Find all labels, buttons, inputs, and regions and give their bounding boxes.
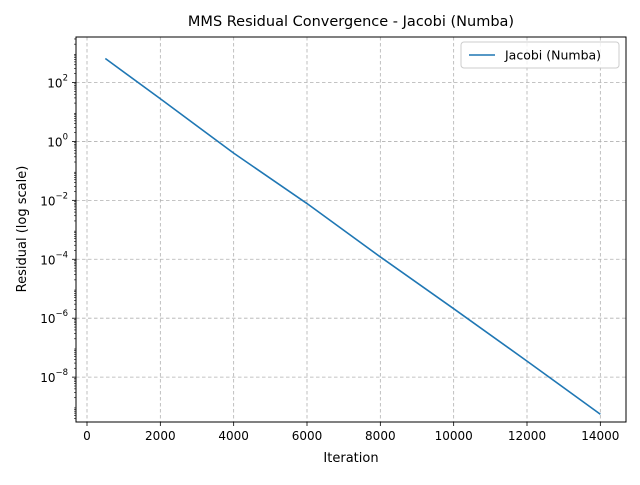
x-tick-label: 12000 xyxy=(508,429,546,443)
legend-box xyxy=(460,41,620,69)
y-tick-base: 10 xyxy=(47,135,62,149)
x-tick-label: 8000 xyxy=(365,429,396,443)
y-tick-exponent: −4 xyxy=(55,250,68,260)
y-tick-base: 10 xyxy=(47,76,62,90)
y-axis-label: Residual (log scale) xyxy=(15,166,30,293)
axes-frame xyxy=(75,36,627,423)
x-tick-label: 6000 xyxy=(292,429,323,443)
y-tick-exponent: −8 xyxy=(55,368,68,378)
x-tick-label: 10000 xyxy=(435,429,473,443)
chart-title: MMS Residual Convergence - Jacobi (Numba… xyxy=(188,14,514,30)
y-tick-label: 10−6 xyxy=(40,309,68,326)
x-tick-label: 4000 xyxy=(218,429,249,443)
x-axis-label: Iteration xyxy=(323,451,378,466)
grid-layer xyxy=(76,37,626,422)
legend: Jacobi (Numba) xyxy=(460,41,620,69)
y-tick-exponent: −2 xyxy=(55,191,68,201)
series-line-0 xyxy=(104,57,601,415)
series-layer xyxy=(104,57,601,415)
y-tick-label: 10−8 xyxy=(40,368,68,385)
y-tick-base: 10 xyxy=(40,194,55,208)
y-tick-base: 10 xyxy=(40,312,55,326)
y-tick-base: 10 xyxy=(40,253,55,267)
y-tick-exponent: −6 xyxy=(55,309,68,319)
x-tick-label: 0 xyxy=(83,429,91,443)
y-tick-label: 102 xyxy=(47,73,68,90)
tick-layer: 0 2000 4000 6000 8000 10000 12000 1400010210010… xyxy=(40,38,619,443)
y-tick-exponent: 2 xyxy=(63,73,68,83)
y-tick-label: 10−4 xyxy=(40,250,68,267)
x-tick-label: 14000 xyxy=(581,429,619,443)
y-tick-label: 10−2 xyxy=(40,191,68,208)
y-tick-base: 10 xyxy=(40,371,55,385)
y-tick-exponent: 0 xyxy=(63,132,68,142)
x-tick-label: 2000 xyxy=(145,429,176,443)
y-tick-label: 100 xyxy=(47,132,68,149)
legend-label: Jacobi (Numba) xyxy=(504,48,601,63)
